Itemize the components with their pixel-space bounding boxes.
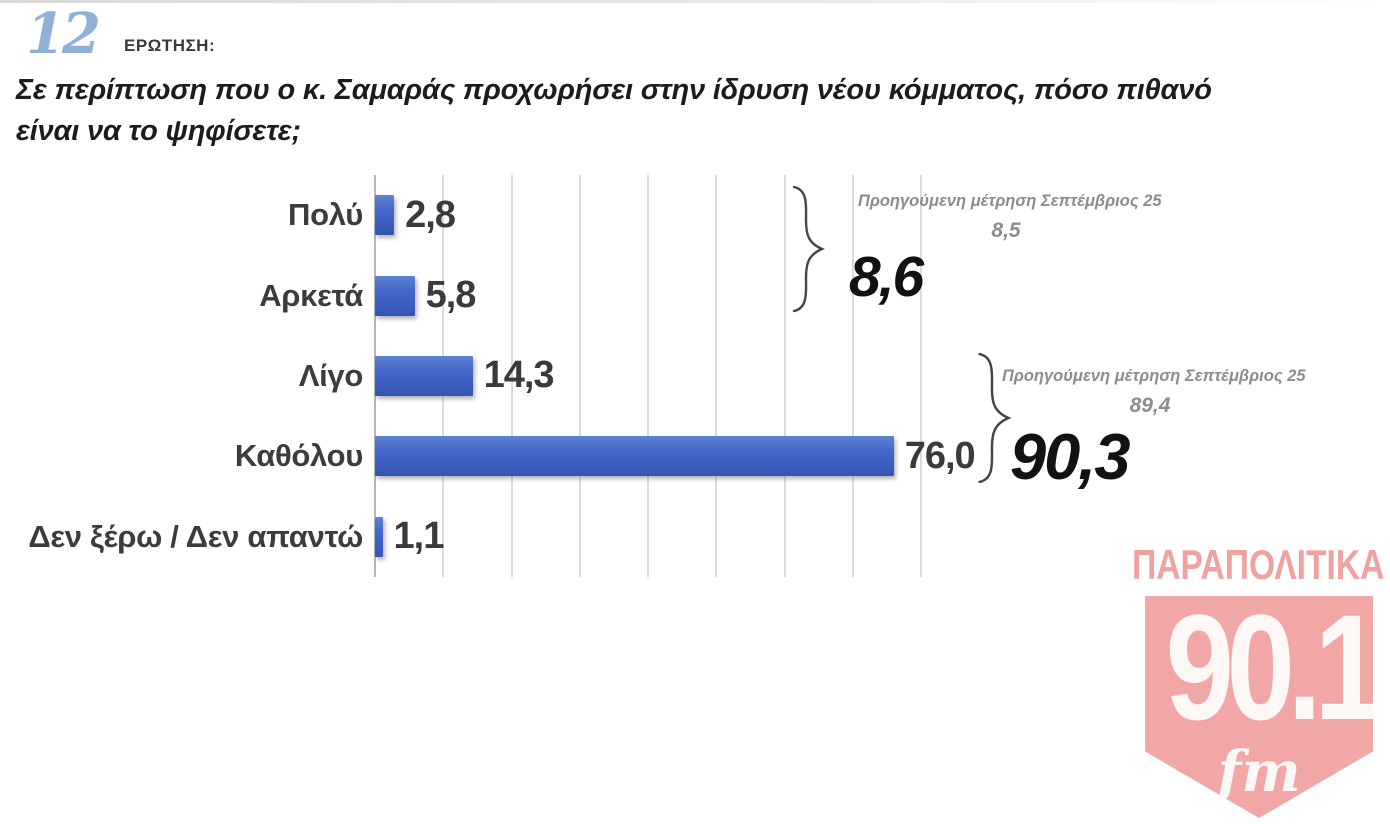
bar-value-label: 2,8 <box>405 193 456 236</box>
curly-brace-icon <box>978 352 1012 484</box>
bar-rows: 2,8 5,8 14,3 76,0 1,1 <box>375 175 976 577</box>
gridline <box>715 175 718 577</box>
previous-measurement-text: Προηγούμενη μέτρηση Σεπτέμβριος 25 <box>1002 367 1306 385</box>
previous-measurement-value: 89,4 <box>1129 393 1171 417</box>
question-number: 12 <box>26 1 101 67</box>
bar-value-label: 76,0 <box>904 434 976 477</box>
bar-value-label: 1,1 <box>393 515 445 558</box>
bar-ligo <box>375 355 473 396</box>
previous-measurement-note-2: Προηγούμενη μέτρηση Σεπτέμβριος 25 89,4 <box>1002 367 1306 418</box>
curly-brace-icon <box>792 185 826 313</box>
gridline <box>851 175 854 577</box>
category-label-dk-da: Δεν ξέρω / Δεν απαντώ <box>28 518 363 554</box>
bar-poly <box>375 195 395 236</box>
logo-frequency: 90.1 <box>1165 583 1376 751</box>
gridline <box>647 175 649 577</box>
question-text-line1: Σε περίπτωση που ο κ. Σαμαράς προχωρήσει… <box>16 74 1212 106</box>
question-text-line2: είναι να το ψηφίσετε; <box>16 115 301 148</box>
bar-row: 14,3 <box>375 336 921 416</box>
bar-row: 1,1 <box>375 497 921 577</box>
bar-row: 5,8 <box>375 255 921 335</box>
logo-fm-text: fm <box>1217 739 1301 805</box>
question-text: Σε περίπτωση που ο κ. Σαμαράς προχωρήσει… <box>16 70 1326 152</box>
bar-row: 76,0 <box>375 416 976 496</box>
category-label-arketa: Αρκετά <box>259 277 363 313</box>
current-total-2: 90,3 <box>1010 420 1131 493</box>
bar-value-label: 14,3 <box>483 354 555 397</box>
plot-area: 2,8 5,8 14,3 76,0 1,1 <box>374 175 976 577</box>
gridline <box>920 175 922 577</box>
category-label-ligo: Λίγο <box>298 357 364 393</box>
bar-arketa <box>375 275 415 316</box>
logo-shield-badge: 90.1 fm <box>1145 596 1373 818</box>
current-total-1: 8,6 <box>849 245 924 309</box>
parapolitika-radio-logo: ΠΑΡΑΠΟΛΙΤΙΚΑ 90.1 fm <box>1128 540 1388 824</box>
gridline <box>510 175 513 577</box>
category-label-poly: Πολύ <box>288 197 363 233</box>
previous-measurement-text: Προηγούμενη μέτρηση Σεπτέμβριος 25 <box>858 192 1162 210</box>
question-label: ΕΡΩΤΗΣΗ: <box>124 36 216 55</box>
category-axis: Πολύ Αρκετά Λίγο Καθόλου Δεν ξέρω / Δεν … <box>0 175 363 577</box>
previous-measurement-note-1: Προηγούμενη μέτρηση Σεπτέμβριος 25 8,5 <box>858 192 1162 243</box>
bar-value-label: 5,8 <box>425 274 477 317</box>
gridline <box>783 175 786 577</box>
bar-katholou <box>375 436 894 477</box>
bar-dk-da <box>375 516 383 557</box>
previous-measurement-value: 8,5 <box>991 218 1021 242</box>
category-label-katholou: Καθόλου <box>234 438 363 474</box>
bar-row: 2,8 <box>375 175 921 255</box>
gridline <box>578 175 581 577</box>
logo-brand-text: ΠΑΡΑΠΟΛΙΤΙΚΑ <box>1132 541 1385 588</box>
